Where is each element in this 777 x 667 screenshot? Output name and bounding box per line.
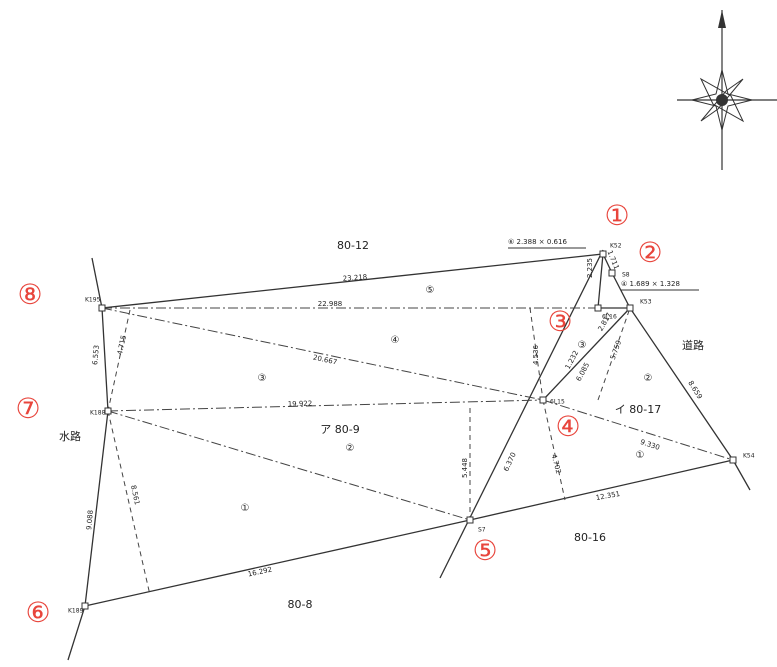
compass: [677, 10, 777, 170]
distance-label: 8.659: [686, 379, 703, 400]
point-label: 6L15: [550, 399, 565, 406]
sub-parcel-number: ①: [636, 450, 645, 461]
parcel-label: ア 80-9: [320, 423, 359, 436]
distance-label: 4.536: [532, 344, 540, 365]
labels: K52 S8 K53 K195 K188 K189 S7 K54 6L16 6L15 23.218 2…: [15, 199, 754, 629]
sub-parcel-number: ④: [391, 335, 400, 346]
point-label: K53: [640, 299, 652, 306]
survey-point: [81, 602, 89, 610]
sub-parcel-number: ②: [644, 373, 653, 384]
distance-label: 23.218: [343, 273, 368, 283]
survey-point: [466, 516, 474, 524]
survey-point: [594, 304, 602, 312]
distance-label: 8.561: [129, 484, 141, 505]
point-label: K52: [610, 243, 622, 250]
distance-label: 5.759: [609, 339, 623, 361]
survey-point: [104, 407, 112, 415]
note: ④ 1.689 × 1.328: [621, 280, 680, 288]
point-label: 6L16: [602, 314, 617, 321]
point-marker: ②: [637, 236, 662, 269]
survey-point: [539, 396, 547, 404]
survey-point: [729, 456, 737, 464]
sub-parcel-number: ①: [241, 503, 250, 514]
sub-parcel-number: ③: [258, 373, 267, 384]
parcel-label: 道路: [682, 338, 704, 352]
boundary-lines: [67, 249, 751, 661]
distance-label: 5.448: [461, 458, 469, 478]
point-label: S8: [622, 272, 630, 279]
point-marker: ⑥: [25, 596, 50, 629]
distance-label: 22.988: [318, 300, 343, 308]
distance-label: 16.292: [247, 566, 273, 579]
point-marker: ⑦: [15, 392, 40, 425]
point-label: S7: [478, 527, 486, 534]
distance-label: 12.351: [595, 490, 621, 502]
distance-label: 4.702: [550, 453, 563, 474]
point-marker: ⑧: [17, 278, 42, 311]
distance-label: 4.715: [116, 334, 128, 355]
distance-label: 6.370: [502, 451, 518, 473]
point-label: K54: [743, 453, 755, 460]
point-label: K188: [90, 410, 106, 417]
point-label: K195: [85, 297, 101, 304]
parcel-label: 80-16: [574, 531, 606, 544]
parcel-label: 水路: [59, 430, 81, 443]
survey-points: [81, 250, 737, 610]
parcel-label: 80-8: [288, 598, 313, 611]
point-marker: ③: [547, 305, 572, 338]
sub-parcel-number: ③: [578, 340, 587, 351]
distance-label: 1.232: [564, 349, 580, 370]
distance-label: 2.235: [586, 258, 594, 278]
distance-label: 20.667: [312, 354, 338, 367]
distance-label: 1.711: [606, 249, 621, 271]
survey-point: [98, 304, 106, 312]
distance-label: 2.817: [597, 311, 614, 332]
point-marker: ⑤: [472, 534, 497, 567]
point-marker: ④: [555, 410, 580, 443]
parcel-label: 80-12: [337, 239, 369, 252]
distance-label: 9.088: [85, 510, 95, 531]
parcel-label: イ 80-17: [615, 403, 661, 416]
distance-label: 6.553: [91, 345, 101, 366]
sub-parcel-number: ⑤: [426, 285, 435, 296]
point-label: K189: [68, 608, 84, 615]
point-marker: ①: [604, 199, 629, 232]
survey-point: [599, 250, 607, 258]
survey-point: [626, 304, 634, 312]
survey-point: [608, 269, 616, 277]
division-lines: [101, 307, 734, 596]
sub-parcel-number: ②: [346, 443, 355, 454]
note: ⑥ 2.388 × 0.616: [508, 238, 567, 246]
distance-label: 19.922: [288, 400, 313, 409]
